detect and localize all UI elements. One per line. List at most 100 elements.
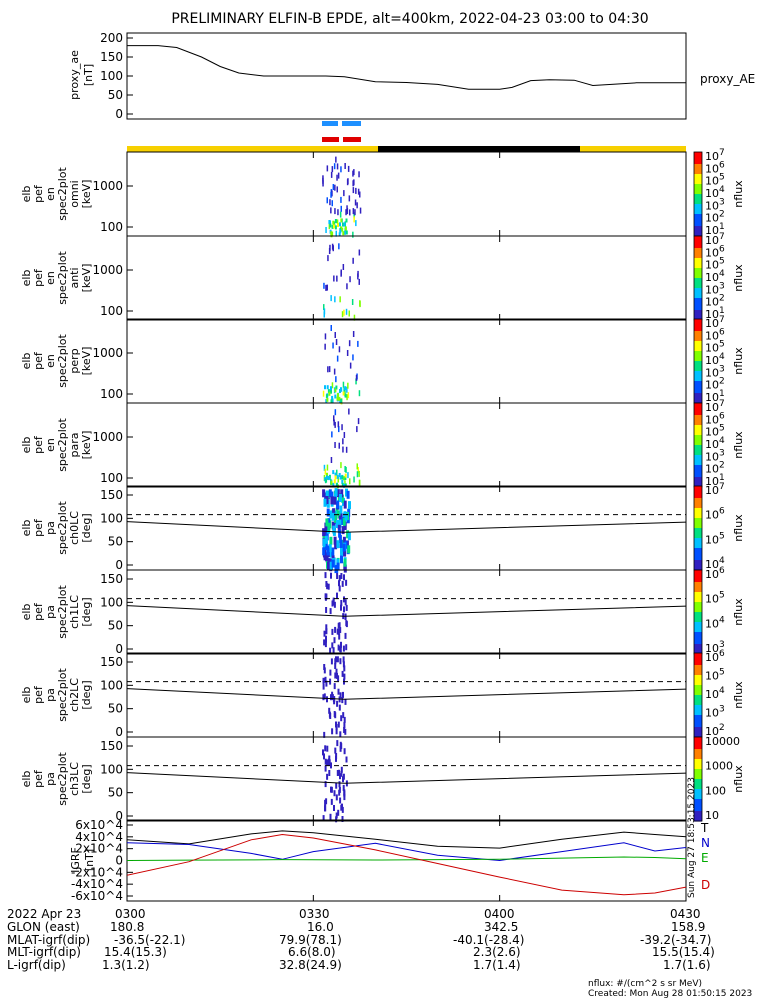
- pitch-angle-pixel: [326, 508, 330, 517]
- colorbar-segment: [694, 198, 702, 201]
- ephemeris-value: 180.8: [110, 919, 145, 934]
- spectrogram-pixel: [352, 257, 354, 264]
- pa-ytick-label: 150: [100, 572, 123, 586]
- colorbar-segment: [694, 377, 702, 380]
- spec-ylabel-line: perp: [68, 348, 81, 373]
- colorbar-tick-base: 10: [705, 366, 719, 379]
- pitch-angle-pixel: [343, 500, 347, 509]
- colorbar-segment: [694, 477, 702, 480]
- pitch-angle-pixel: [333, 683, 336, 690]
- colorbar-label: nflux: [732, 347, 745, 375]
- colorbar-label: nflux: [732, 431, 745, 459]
- pitch-angle-pixel: [343, 665, 346, 672]
- ephemeris-row-label: L-igrf(dip): [7, 958, 66, 973]
- spectrogram-pixel: [336, 474, 339, 479]
- ephemeris-value: -36.5(-22.1): [114, 932, 186, 947]
- colorbar-tick-base: 10: [705, 317, 719, 330]
- colorbar-tick-base: 10: [705, 484, 719, 497]
- colorbar-segment: [694, 805, 702, 808]
- spectrogram-pixel: [330, 207, 332, 214]
- colorbar-tick-base: 10: [705, 450, 719, 463]
- colorbar-segment: [694, 546, 702, 549]
- pitch-angle-pixel: [339, 658, 342, 665]
- colorbar-tick-base: 10: [705, 354, 719, 367]
- spectrogram-pixel: [346, 386, 348, 393]
- colorbar-segment: [694, 443, 702, 446]
- spectrogram-pixel: [345, 308, 348, 315]
- spec-ylabel-line: anti: [68, 267, 81, 288]
- pa-ylabel-line: pa: [44, 772, 57, 786]
- colorbar-segment: [694, 819, 702, 822]
- colorbar-segment: [694, 415, 702, 418]
- colorbar-segment: [694, 622, 702, 625]
- pitch-angle-pixel: [334, 747, 337, 754]
- proxy-ae-ylabel-line2: [nT]: [82, 64, 95, 86]
- spec-ylabel-line: en: [44, 354, 57, 368]
- colorbar-tick-base: 10: [705, 187, 719, 200]
- colorbar-segment: [694, 572, 702, 575]
- colorbar-segment: [694, 514, 702, 517]
- colorbar-segment: [694, 624, 702, 627]
- spec-ylabel-line: elb: [20, 353, 33, 370]
- colorbar-segment: [694, 469, 702, 472]
- colorbar-segment: [694, 618, 702, 621]
- pitch-angle-pixel: [343, 522, 347, 530]
- ephemeris-value: 15.4(15.3): [104, 945, 167, 960]
- spectrogram-pixel: [357, 418, 360, 425]
- pitch-angle-pixel: [329, 510, 333, 519]
- colorbar-tick-base: 10: [705, 212, 719, 225]
- pitch-angle-pixel: [347, 545, 351, 554]
- spectrogram-pixel: [334, 296, 336, 303]
- spectrogram-pixel: [338, 426, 340, 433]
- colorbar-tick-exponent: 6: [719, 411, 725, 421]
- pitch-angle-pixel: [336, 592, 338, 599]
- pitch-angle-pixel: [342, 656, 345, 663]
- pitch-angle-pixel: [333, 790, 336, 797]
- pitch-angle-pixel: [339, 627, 342, 634]
- spectrogram-pixel: [326, 397, 329, 402]
- spectrogram-pixel: [324, 468, 327, 475]
- spectrogram-pixel: [341, 227, 344, 232]
- colorbar-segment: [694, 411, 702, 414]
- colorbar-segment: [694, 604, 702, 607]
- spectrogram-pixel: [329, 223, 332, 228]
- colorbar-segment: [694, 695, 702, 698]
- spectrogram-pixel: [344, 390, 346, 397]
- spectrogram-pixel: [327, 476, 330, 481]
- colorbar-segment: [694, 504, 702, 507]
- pitch-angle-pixel: [343, 727, 346, 733]
- colorbar-tick-exponent: 2: [719, 210, 725, 220]
- pitch-angle-pixel: [325, 628, 328, 635]
- colorbar-segment: [694, 284, 702, 287]
- spectrogram-pixel: [324, 385, 326, 390]
- pitch-angle-pixel: [340, 715, 343, 722]
- spectrogram-pixel: [342, 438, 344, 445]
- pitch-angle-pixel: [322, 538, 326, 547]
- pitch-angle-pixel: [347, 532, 351, 541]
- colorbar-segment: [694, 516, 702, 519]
- pa-ylabel-line: elb: [20, 604, 33, 621]
- spectrogram-pixel: [335, 230, 337, 237]
- pitch-angle-pixel: [340, 743, 343, 750]
- pitch-angle-pixel: [336, 540, 340, 549]
- colorbar-tick-exponent: 4: [719, 556, 725, 566]
- pitch-angle-pixel: [336, 562, 340, 571]
- colorbar-segment: [694, 459, 702, 462]
- loss-cone-solid-line: [126, 688, 687, 700]
- spectrogram-pixel: [341, 479, 344, 484]
- colorbar-label: nflux: [732, 514, 745, 542]
- colorbar-segment: [694, 775, 702, 778]
- spectrogram-pixel: [328, 366, 331, 373]
- spectrogram-pixel: [358, 479, 361, 486]
- colorbar-segment: [694, 518, 702, 521]
- colorbar-segment: [694, 276, 702, 279]
- pa-ytick-label: 100: [100, 678, 123, 692]
- colorbar-tick-base: 10: [705, 329, 719, 342]
- spec-ylabel-line: en: [44, 438, 57, 452]
- spectrogram-pixel: [357, 273, 359, 280]
- colorbar-segment: [694, 743, 702, 746]
- colorbar-segment: [694, 369, 702, 372]
- pitch-angle-pixel: [323, 630, 326, 637]
